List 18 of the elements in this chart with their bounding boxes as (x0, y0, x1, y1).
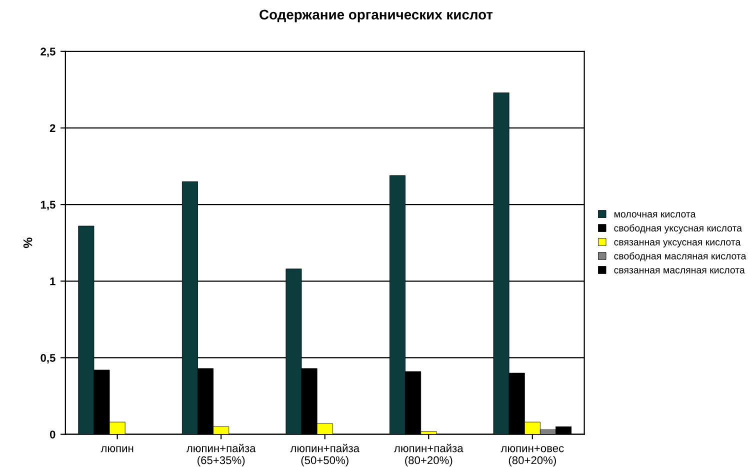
legend-label: связанная уксусная кислота (614, 240, 741, 248)
y-axis-title: % (23, 238, 32, 248)
y-tick-label: 0,5 (40, 354, 56, 364)
x-tick-label: люпин+пайза (65+35%) (186, 444, 256, 466)
chart-title: Содержание органических кислот (260, 10, 493, 22)
legend-label: молочная кислота (614, 212, 696, 218)
y-tick-label: 2,5 (40, 48, 56, 58)
legend-label: связанная масляная кислота (614, 268, 745, 274)
y-tick-label: 1 (50, 278, 56, 286)
legend-label: свободная масляная кислота (614, 252, 746, 262)
x-tick-label: люпин (100, 446, 134, 452)
x-tick-label: люпин+пайза (50+50%) (290, 444, 360, 466)
x-tick-label: люпин+пайза (80+20%) (394, 444, 464, 466)
y-tick-label: 1,5 (40, 200, 56, 210)
y-tick-label: 2 (50, 124, 56, 132)
x-tick-label: люпин+овес (80+20%) (500, 446, 564, 466)
y-tick-label: 0 (50, 430, 56, 438)
legend-label: свободная уксусная кислота (614, 224, 742, 234)
